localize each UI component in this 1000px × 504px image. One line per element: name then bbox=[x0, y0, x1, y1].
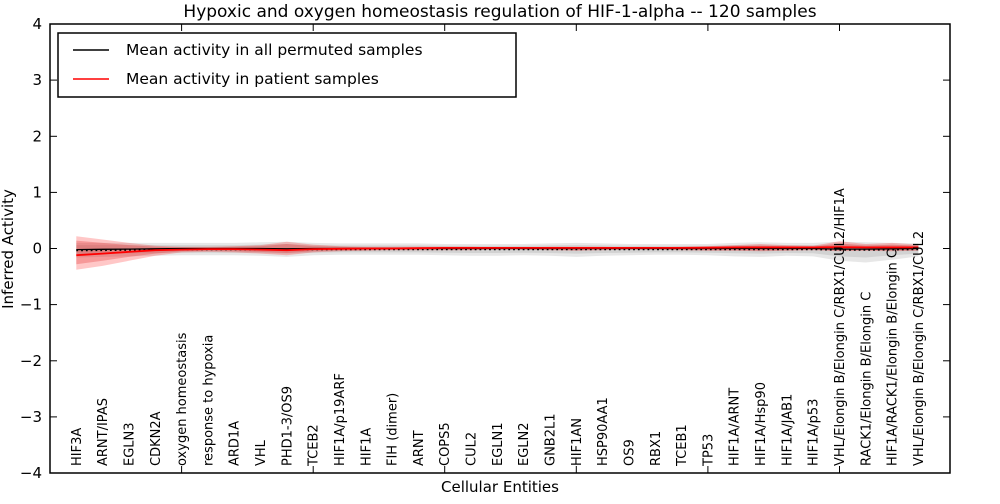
x-category-label: RBX1 bbox=[649, 431, 664, 466]
x-category-label: HIF1AN bbox=[570, 418, 585, 466]
y-tick-label: 4 bbox=[32, 15, 42, 33]
patient-mean-line bbox=[76, 246, 919, 257]
x-category-label: COPS5 bbox=[438, 422, 453, 466]
x-category-label: oxygen homeostasis bbox=[175, 332, 190, 466]
patient-outer-band bbox=[76, 236, 919, 270]
x-category-label: FIH (dimer) bbox=[386, 393, 401, 466]
y-tick-label: 1 bbox=[32, 183, 42, 201]
y-axis-tick-labels: 4 3 2 1 0 −1 −2 −3 −4 bbox=[20, 15, 42, 482]
legend-label-patient: Mean activity in patient samples bbox=[126, 70, 379, 88]
x-category-label: RACK1/Elongin B/Elongin C bbox=[859, 292, 874, 466]
y-tick-label: −4 bbox=[20, 464, 42, 482]
x-category-label: response to hypoxia bbox=[201, 335, 216, 466]
confidence-bands-layer bbox=[76, 236, 919, 270]
legend-box: Mean activity in all permuted samples Me… bbox=[57, 32, 517, 98]
x-category-label: HIF1A/p19ARF bbox=[333, 373, 348, 466]
x-axis-category-labels: HIF3A ARNT/IPAS EGLN3 CDKN2A oxygen homeosta… bbox=[70, 188, 927, 467]
x-category-label: HSP90AA1 bbox=[596, 397, 611, 466]
x-category-label: ARNT bbox=[412, 430, 427, 466]
x-category-label: HIF1A/RACK1/Elongin B/Elongin C bbox=[886, 249, 901, 466]
x-category-label: CUL2 bbox=[465, 432, 480, 466]
x-category-label: ARD1A bbox=[228, 421, 243, 466]
x-category-label: CDKN2A bbox=[149, 411, 164, 466]
patient-inner-band bbox=[76, 240, 919, 265]
x-category-label: HIF1A/JAB1 bbox=[780, 394, 795, 466]
x-category-label: HIF1A bbox=[359, 428, 374, 466]
legend-label-permuted: Mean activity in all permuted samples bbox=[126, 41, 423, 59]
x-category-label: OS9 bbox=[622, 439, 637, 466]
x-category-label: ARNT/IPAS bbox=[96, 398, 111, 466]
x-category-label: VHL/Elongin B/Elongin C/RBX1/CUL2/HIF1A bbox=[833, 188, 848, 466]
x-category-label: HIF3A bbox=[70, 428, 85, 466]
x-category-label: VHL bbox=[254, 439, 269, 466]
x-category-label: HIF1A/Hsp90 bbox=[754, 382, 769, 466]
y-tick-label: 0 bbox=[32, 240, 42, 258]
y-tick-label: 3 bbox=[32, 71, 42, 89]
legend-frame bbox=[57, 32, 517, 98]
x-category-label: HIF1A/ARNT bbox=[728, 388, 743, 466]
chart-title: Hypoxic and oxygen homeostasis regulatio… bbox=[183, 2, 816, 22]
x-category-label: GNB2L1 bbox=[544, 413, 559, 466]
series-lines-layer bbox=[76, 246, 919, 257]
x-category-label: PHD1-3/OS9 bbox=[280, 386, 295, 466]
y-tick-label: −3 bbox=[20, 408, 42, 426]
x-category-label: TCEB2 bbox=[307, 424, 322, 467]
y-tick-label: 2 bbox=[32, 127, 42, 145]
y-tick-label: −2 bbox=[20, 352, 42, 370]
x-category-label: HIF1A/p53 bbox=[807, 399, 822, 466]
x-category-label: EGLN1 bbox=[491, 422, 506, 466]
y-axis-title: Inferred Activity bbox=[0, 189, 17, 309]
x-category-label: TCEB1 bbox=[675, 424, 690, 467]
x-category-label: EGLN2 bbox=[517, 422, 532, 466]
plot-frame bbox=[49, 23, 951, 474]
y-tick-label: −1 bbox=[20, 296, 42, 314]
x-category-label: TP53 bbox=[701, 434, 716, 467]
x-axis-title: Cellular Entities bbox=[441, 478, 559, 496]
x-category-label: VHL/Elongin B/Elongin C/RBX1/CUL2 bbox=[912, 231, 927, 466]
x-category-label: EGLN3 bbox=[122, 422, 137, 466]
